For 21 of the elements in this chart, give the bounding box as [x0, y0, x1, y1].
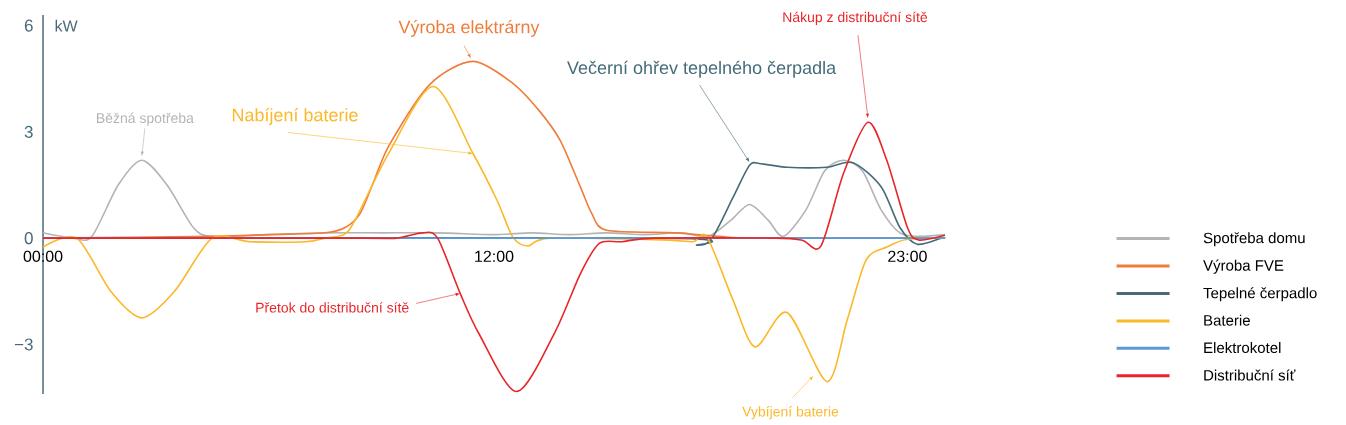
y-tick-label: 6 [24, 19, 33, 32]
legend-label: Výroba FVE [1203, 259, 1284, 274]
annotation: Nabíjení baterie [232, 107, 358, 125]
legend-label: Baterie [1204, 314, 1250, 326]
annotation: Běžná spotřeba [96, 112, 194, 126]
y-axis-title: kW [55, 19, 78, 32]
y-tick-label: −3 [14, 338, 33, 351]
legend-label: Spotřeba domu [1203, 232, 1305, 247]
y-tick-label: 0 [24, 232, 33, 245]
x-tick-label: 23:00 [888, 250, 927, 262]
legend-label: Distribuční síť [1204, 369, 1296, 381]
annotation: Večerní ohřev tepelného čerpadla [567, 60, 837, 78]
x-tick-label: 12:00 [475, 250, 514, 262]
annotation: Výroba elektrárny [398, 19, 540, 37]
x-tick-label: 00:00 [23, 250, 63, 262]
legend-label: Elektrokotel [1204, 342, 1281, 354]
annotation: Přetok do distribuční sítě [256, 302, 409, 313]
annotation: Vybíjení baterie [742, 406, 839, 420]
annotation: Nákup z distribuční sítě [783, 11, 928, 25]
legend-label: Tepelné čerpadlo [1203, 287, 1317, 302]
y-tick-label: 3 [24, 125, 33, 138]
